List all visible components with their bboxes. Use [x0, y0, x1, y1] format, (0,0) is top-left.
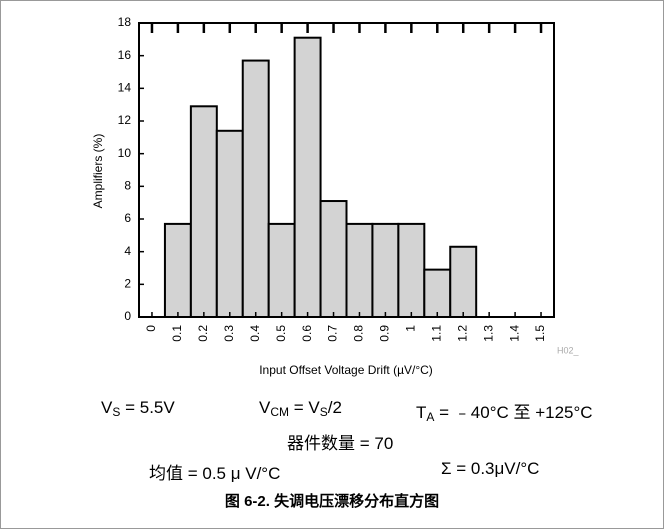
y-tick-label: 8: [124, 179, 131, 193]
x-tick-label: 0.3: [222, 325, 236, 342]
y-tick-label: 12: [118, 113, 132, 127]
caption: 图 6-2. 失调电压漂移分布直方图: [224, 493, 440, 510]
text: S: [112, 405, 121, 419]
x-tick-label: 0.1: [170, 325, 184, 342]
text: V: [259, 398, 271, 417]
text: = ﹣40°C 至 +125°C: [434, 403, 593, 422]
y-tick-label: 16: [118, 48, 132, 62]
bar: [215, 129, 244, 318]
chart: Input Offset Voltage Drift (µV/°C) Ampli…: [91, 15, 580, 377]
vs-note: VS = 5.5V: [101, 398, 175, 419]
x-tick-label: 1: [404, 325, 418, 332]
sigma-note: Σ = 0.3μV/°C: [441, 459, 540, 478]
watermark: H02_: [557, 345, 580, 355]
bar: [449, 245, 478, 318]
text: V: [101, 398, 113, 417]
text: CM: [270, 405, 290, 419]
bar: [293, 36, 322, 318]
y-tick-label: 14: [118, 81, 132, 95]
plot-frame: [138, 22, 555, 318]
bar: [267, 222, 296, 318]
bar: [241, 59, 270, 318]
count-note: 器件数量 = 70: [287, 434, 394, 453]
x-tick-label: 0.6: [300, 325, 314, 342]
bar: [163, 222, 192, 318]
text: A: [426, 410, 435, 424]
text: T: [416, 403, 427, 422]
x-axis-label: Input Offset Voltage Drift (µV/°C): [259, 363, 433, 377]
bar: [397, 222, 426, 318]
x-tick-label: 0.4: [248, 325, 262, 342]
y-axis-label: Amplifiers (%): [91, 134, 105, 209]
y-tick-label: 10: [118, 146, 132, 160]
x-tick-label: 0.8: [352, 325, 366, 342]
x-tick-label: 1.1: [429, 325, 443, 342]
text: = V: [289, 398, 320, 417]
y-tick-label: 4: [124, 244, 131, 258]
y-tick-label: 2: [124, 277, 131, 291]
x-tick-label: 0.5: [274, 325, 288, 342]
bar: [423, 268, 452, 318]
x-tick-label: 1.2: [455, 325, 469, 342]
text: = 5.5V: [120, 398, 175, 417]
x-tick-label: 0: [144, 325, 158, 332]
y-tick-label: 0: [124, 309, 131, 323]
ta-note: TA = ﹣40°C 至 +125°C: [416, 398, 593, 424]
x-tick-label: 0.9: [378, 325, 392, 342]
text: /2: [327, 398, 342, 417]
y-tick-label: 18: [118, 15, 132, 29]
x-tick-label: 1.4: [507, 325, 521, 342]
x-tick-label: 0.2: [196, 325, 210, 342]
mean-note: 均值 = 0.5 μ V/°C: [149, 464, 281, 483]
bar: [189, 105, 218, 318]
x-tick-label: 1.5: [533, 325, 547, 342]
text: S: [319, 405, 328, 419]
bar: [345, 222, 374, 318]
y-tick-label: 6: [124, 211, 131, 225]
bar: [319, 200, 348, 319]
bar: [371, 222, 400, 318]
x-tick-label: 1.3: [481, 325, 495, 342]
vcm-note: VCM = VS/2: [259, 398, 342, 419]
x-tick-label: 0.7: [326, 325, 340, 342]
